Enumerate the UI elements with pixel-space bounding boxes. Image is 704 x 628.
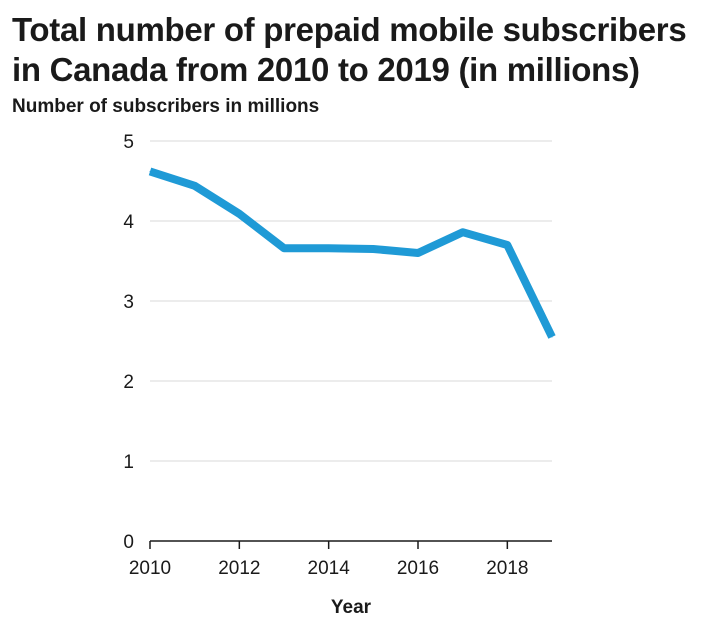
x-tick-label-2010: 2010 [129, 558, 171, 579]
x-tick-label-2012: 2012 [218, 558, 260, 579]
y-tick-label-0: 0 [123, 532, 134, 553]
data-point-2014 [328, 247, 330, 249]
y-tick-label-2: 2 [123, 372, 134, 393]
data-point-2012 [238, 213, 240, 215]
x-tick-label-2014: 2014 [308, 558, 351, 579]
series-layer [148, 167, 556, 339]
x-axis-label: Year [331, 597, 372, 618]
data-point-2016 [417, 252, 419, 254]
y-tick-label-1: 1 [123, 452, 134, 473]
data-point-2011 [194, 185, 196, 187]
data-point-2015 [372, 248, 374, 250]
series-line-0 [148, 167, 556, 339]
data-point-2019 [551, 336, 553, 338]
y-axis-label: Number of subscribers in millions [12, 96, 320, 117]
gridlines [150, 140, 552, 462]
x-axis-ticks: 2010 2012 2014 2016 2018 [129, 541, 528, 579]
x-tick-label-2016: 2016 [397, 558, 439, 579]
chart-title: Total number of prepaid mobile subscribe… [12, 11, 687, 88]
y-axis-ticks: 0 1 2 3 4 5 [123, 132, 134, 553]
y-tick-label-4: 4 [123, 212, 134, 233]
data-point-2013 [283, 247, 285, 249]
x-tick-label-2018: 2018 [486, 558, 528, 579]
data-point-2010 [149, 170, 151, 172]
y-tick-label-3: 3 [123, 292, 134, 313]
data-point-2018 [506, 244, 508, 246]
data-point-2017 [462, 231, 464, 233]
y-tick-label-5: 5 [123, 132, 134, 153]
